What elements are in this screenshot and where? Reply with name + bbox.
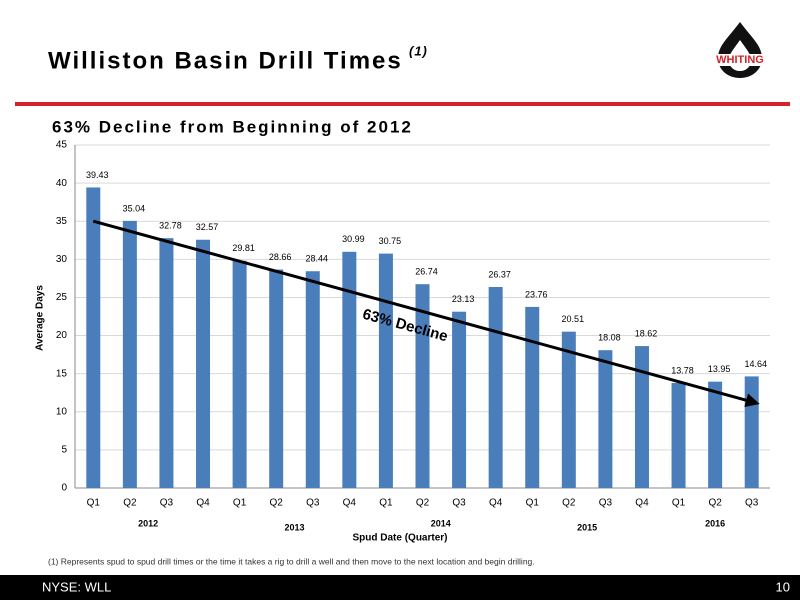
bar	[488, 287, 503, 488]
bar	[232, 260, 247, 488]
x-tick-label: Q3	[452, 498, 466, 509]
value-label: 23.76	[525, 289, 548, 299]
x-tick-label: Q1	[87, 498, 101, 509]
y-tick-label: 5	[61, 445, 67, 456]
annotation: 63% Decline	[361, 306, 450, 346]
x-tick-label: Q2	[270, 498, 284, 509]
value-label: 20.51	[562, 314, 585, 324]
y-tick-label: 15	[56, 368, 68, 379]
value-label: 26.37	[488, 269, 511, 279]
y-tick-label: 45	[56, 140, 68, 151]
bar	[122, 220, 137, 488]
logo-band	[712, 54, 768, 66]
footer-ticker: NYSE: WLL	[42, 579, 111, 594]
page-number: 10	[776, 579, 790, 594]
x-tick-label: Q4	[196, 498, 210, 509]
value-label: 30.99	[342, 234, 365, 244]
bar	[708, 381, 723, 488]
x-tick-label: Q3	[745, 498, 759, 509]
arrow-head	[744, 393, 760, 408]
bar	[598, 350, 613, 488]
value-label: 18.62	[635, 328, 658, 338]
x-tick-label: Q3	[160, 498, 174, 509]
value-label: 13.78	[671, 365, 694, 375]
x-tick-label: Q2	[562, 498, 576, 509]
bar	[525, 306, 540, 488]
bar	[561, 331, 576, 488]
bar	[452, 311, 467, 488]
y-tick-label: 20	[56, 330, 68, 341]
x-tick-label: Q4	[635, 498, 649, 509]
x-tick-label: Q3	[306, 498, 320, 509]
bar	[86, 187, 101, 488]
footnote: (1) Represents spud to spud drill times …	[48, 556, 535, 566]
x-tick-label: Q1	[672, 498, 686, 509]
value-label: 32.57	[196, 222, 219, 232]
bar	[159, 238, 174, 488]
value-label: 28.44	[305, 254, 328, 264]
bar	[634, 346, 649, 488]
x-tick-label: Q2	[416, 498, 430, 509]
year-label: 2012	[138, 518, 158, 528]
x-tick-label: Q1	[526, 498, 540, 509]
trend-arrow	[92, 219, 751, 403]
x-tick-label: Q2	[123, 498, 137, 509]
value-label: 35.04	[123, 203, 146, 213]
value-label: 14.64	[744, 359, 767, 369]
value-label: 32.78	[159, 221, 182, 231]
logo: WHITING	[712, 22, 768, 78]
value-label: 18.08	[598, 333, 621, 343]
x-tick-label: Q2	[708, 498, 722, 509]
footer-bar	[0, 575, 800, 600]
y-tick-label: 10	[56, 406, 68, 417]
bar	[196, 239, 211, 488]
x-tick-label: Q4	[343, 498, 357, 509]
value-label: 13.95	[708, 364, 731, 374]
year-label: 2013	[284, 522, 304, 532]
y-tick-label: 25	[56, 292, 68, 303]
bar	[378, 253, 393, 488]
title-rule	[15, 102, 790, 106]
title-note: (1)	[409, 43, 428, 58]
year-label: 2015	[577, 522, 597, 532]
bar	[342, 251, 357, 488]
bar	[415, 284, 430, 488]
x-tick-label: Q3	[599, 498, 613, 509]
value-label: 26.74	[415, 267, 438, 277]
x-tick-label: Q1	[233, 498, 247, 509]
x-tick-label: Q1	[379, 498, 393, 509]
y-tick-label: 30	[56, 254, 68, 265]
y-axis-label: Average Days	[35, 285, 46, 351]
chart-title: 63% Decline from Beginning of 2012	[52, 117, 413, 136]
bar	[671, 382, 686, 488]
value-label: 29.81	[232, 243, 255, 253]
x-axis-label: Spud Date (Quarter)	[352, 533, 447, 544]
value-label: 28.66	[269, 252, 292, 262]
bar	[744, 376, 759, 488]
year-label: 2014	[431, 518, 451, 528]
y-tick-label: 40	[56, 178, 68, 189]
value-label: 30.75	[379, 236, 402, 246]
value-label: 39.43	[86, 170, 109, 180]
slide-title: Williston Basin Drill Times	[48, 47, 403, 74]
bar	[269, 269, 284, 488]
x-tick-label: Q4	[489, 498, 503, 509]
y-tick-label: 0	[61, 483, 67, 494]
bar	[305, 271, 320, 488]
year-label: 2016	[705, 518, 725, 528]
y-tick-label: 35	[56, 216, 68, 227]
value-label: 23.13	[452, 294, 475, 304]
logo-text: WHITING	[716, 54, 764, 66]
